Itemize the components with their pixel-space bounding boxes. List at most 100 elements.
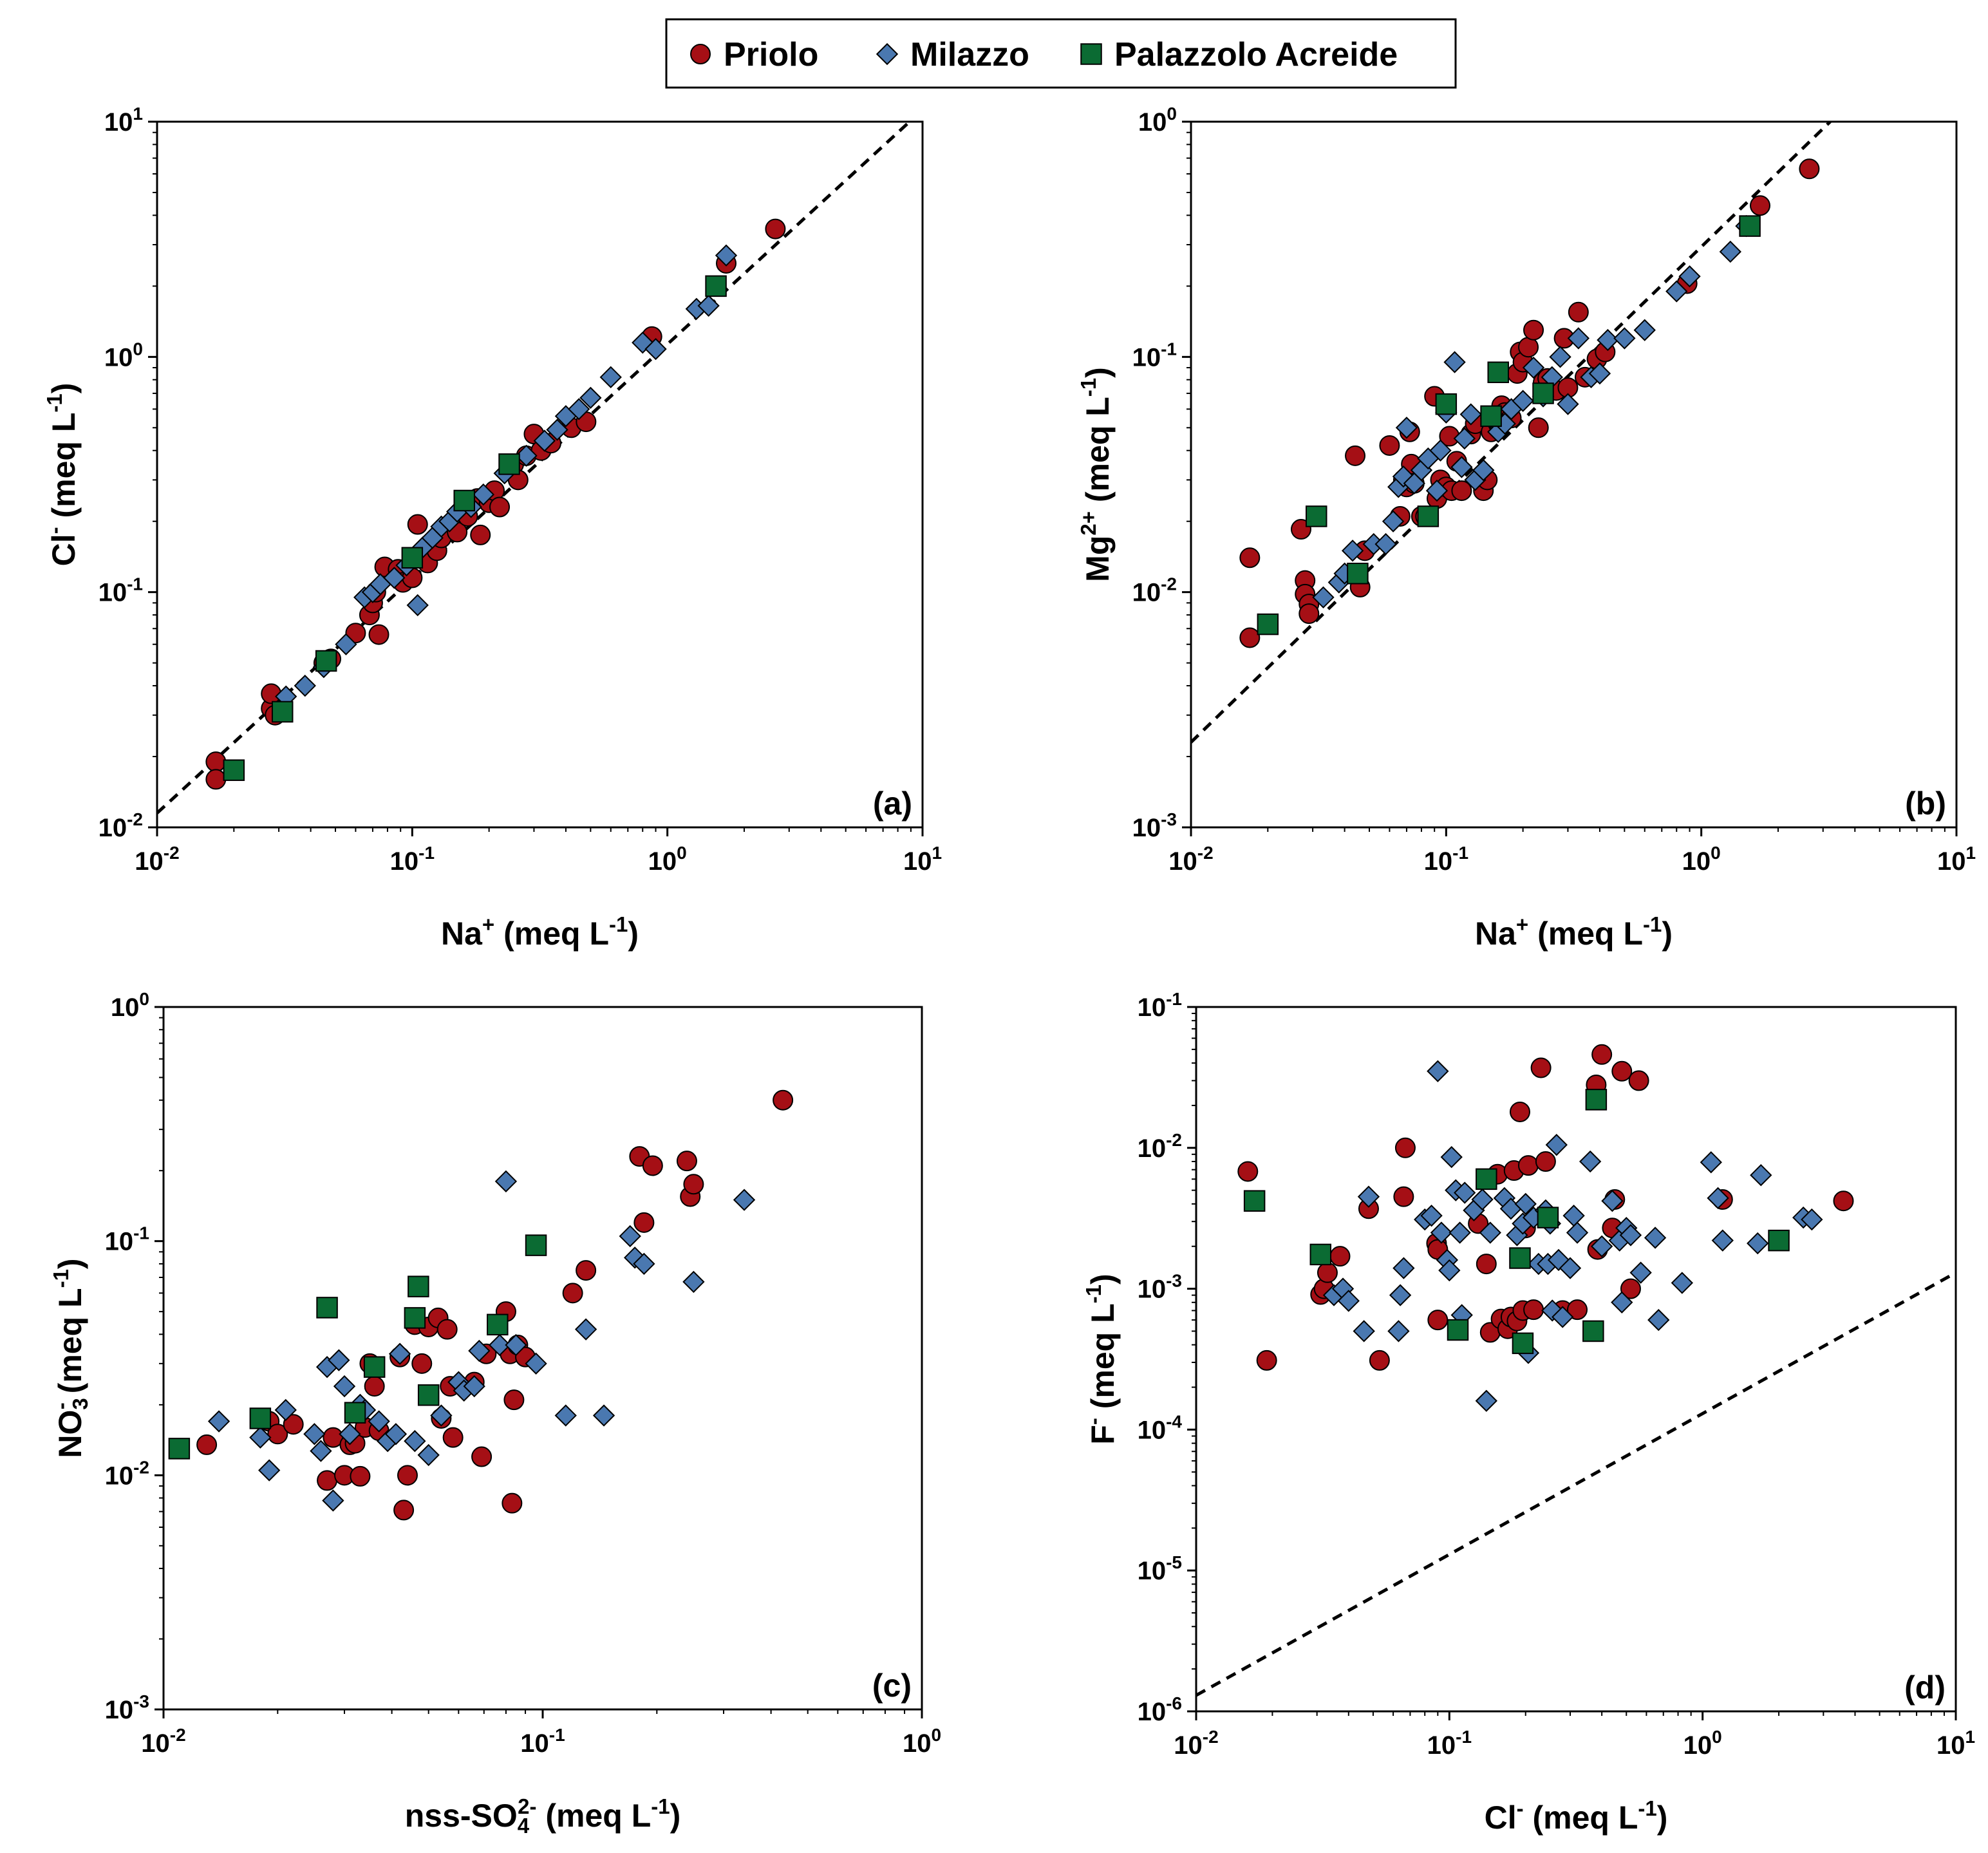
data-point	[1552, 1306, 1574, 1328]
reference-line	[157, 122, 911, 814]
axis-label-unit: (meq L	[1085, 1303, 1121, 1418]
x-tick-label: 10-1	[1424, 843, 1468, 876]
data-point	[1559, 1257, 1582, 1279]
data-point	[430, 1404, 453, 1427]
legend: Priolo Milazzo Palazzolo Acreide	[665, 18, 1457, 89]
y-axis-label: NO3- (meq L-1)	[49, 1258, 92, 1458]
data-point	[576, 1260, 597, 1281]
data-point	[592, 1404, 615, 1427]
data-point	[205, 751, 227, 773]
axis-label-unit-sup: -1	[651, 1794, 670, 1818]
axis-label-unit-sup: -1	[609, 912, 628, 936]
data-point	[574, 1318, 597, 1340]
y-tick-label: 10-2	[1138, 1130, 1182, 1163]
data-point	[1454, 1181, 1476, 1204]
axis-label-unit-sup: -1	[1082, 1284, 1105, 1303]
data-point	[1447, 1319, 1469, 1341]
y-tick-label: 10-1	[105, 1223, 149, 1256]
data-point	[1451, 480, 1472, 502]
data-point	[1619, 1224, 1642, 1246]
data-point	[1535, 1151, 1556, 1172]
data-point	[1256, 1350, 1277, 1371]
data-point	[463, 1375, 485, 1398]
data-point	[1517, 1155, 1539, 1176]
legend-box	[665, 18, 1457, 89]
x-tick-label: 101	[1937, 843, 1976, 876]
data-point	[1700, 1151, 1722, 1174]
data-point	[1582, 1320, 1604, 1342]
data-point	[1711, 1229, 1734, 1252]
data-point	[1345, 445, 1366, 466]
axis-label-sup: -	[49, 1402, 73, 1409]
x-tick-label: 100	[903, 1725, 941, 1758]
data-point	[633, 1212, 655, 1233]
y-tick-label: 10-1	[98, 574, 143, 607]
legend-marker-square	[1080, 43, 1102, 65]
data-point	[267, 1424, 288, 1445]
data-point	[1628, 1070, 1649, 1091]
axis-label-base: NO	[52, 1410, 88, 1458]
x-tick-label: 10-1	[520, 1725, 565, 1758]
data-point	[417, 1444, 440, 1467]
data-point	[505, 1333, 527, 1357]
data-point	[271, 701, 294, 723]
data-point	[1523, 1299, 1544, 1321]
series-priolo	[196, 1089, 794, 1521]
data-point	[515, 444, 538, 467]
data-point	[1427, 1310, 1449, 1331]
data-point	[393, 1500, 415, 1521]
series-palazzolo-acreide	[223, 275, 727, 781]
data-point	[1768, 1229, 1790, 1252]
axis-label-sup: 2+	[1076, 511, 1100, 536]
axis-ticks	[148, 120, 924, 836]
axis-label-unit: (meq L	[494, 916, 609, 952]
data-point	[546, 419, 568, 441]
data-point	[1312, 586, 1335, 608]
x-axis-label: Na+ (meq L-1)	[441, 912, 639, 952]
data-point	[294, 674, 316, 697]
x-tick-label: 10-2	[135, 843, 179, 876]
axis-label-sup: -	[42, 527, 66, 534]
data-point	[1449, 1221, 1471, 1244]
data-point	[1518, 337, 1539, 358]
series-priolo	[1237, 1044, 1854, 1371]
data-point	[207, 1410, 230, 1433]
panel-label: (b)	[1905, 785, 1946, 822]
data-point	[1487, 361, 1509, 384]
data-point	[1417, 505, 1439, 527]
data-point	[1243, 1190, 1266, 1212]
data-point	[1597, 328, 1619, 352]
y-tick-label: 10-2	[1132, 574, 1177, 607]
x-tick-label: 101	[903, 843, 942, 876]
data-point	[579, 386, 602, 409]
data-point	[404, 1307, 426, 1329]
x-tick-label: 101	[1936, 1727, 1975, 1760]
data-point	[417, 1384, 440, 1406]
data-point	[1591, 1044, 1613, 1065]
data-point	[1747, 1232, 1769, 1255]
data-point	[397, 1465, 418, 1486]
data-point	[472, 483, 494, 506]
axis-label-unit: (meq L	[536, 1798, 651, 1834]
data-point	[408, 1275, 429, 1297]
data-point	[274, 1398, 297, 1422]
panel-d: 10-2 10-1 100 101 10-6 10-5 10-4 10-3 10-2 10-1 (d…	[1082, 989, 1975, 1836]
data-point	[1629, 1261, 1652, 1284]
data-point	[498, 453, 520, 475]
data-point	[1620, 1278, 1641, 1299]
y-tick-label: 10-1	[1138, 989, 1182, 1022]
data-point	[316, 1297, 338, 1319]
axis-label-sup: +	[482, 912, 494, 936]
y-axis-label: F- (meq L-1)	[1082, 1274, 1121, 1444]
data-point	[525, 1234, 547, 1256]
data-point	[1309, 1243, 1332, 1266]
y-tick-label: 10-3	[1132, 809, 1177, 842]
axis-label-unit-close: )	[1080, 367, 1116, 378]
data-point	[1435, 393, 1458, 415]
data-point	[1479, 1221, 1501, 1244]
data-point	[1369, 1350, 1390, 1371]
series-milazzo	[207, 1170, 756, 1512]
data-point	[1611, 1291, 1633, 1313]
data-point	[619, 1225, 641, 1248]
y-tick-label: 10-6	[1138, 1693, 1182, 1726]
